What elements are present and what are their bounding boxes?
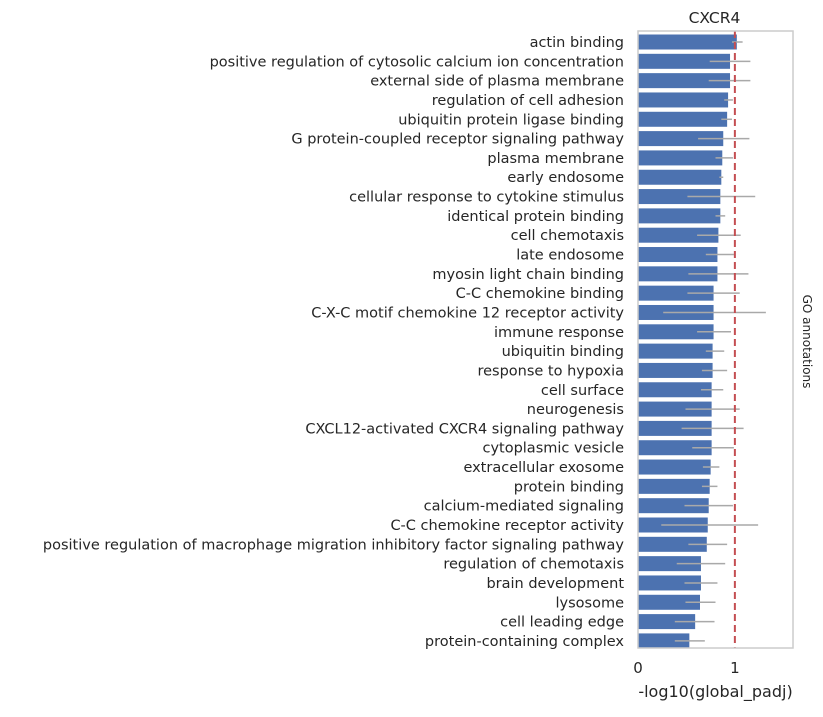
category-label: extracellular exosome: [463, 460, 624, 476]
category-label: external side of plasma membrane: [370, 74, 624, 90]
bar: [638, 536, 707, 552]
bar: [638, 498, 709, 514]
bar: [638, 382, 712, 398]
category-label: lysosome: [555, 595, 624, 611]
bar: [638, 34, 737, 50]
category-label: late endosome: [516, 248, 624, 264]
bar: [638, 208, 721, 224]
category-label: identical protein binding: [447, 209, 624, 225]
x-axis-title: -log10(global_padj): [638, 682, 792, 702]
bar: [638, 266, 718, 282]
side-label: GO annotations: [800, 295, 814, 389]
category-label: actin binding: [530, 35, 624, 51]
bar: [638, 362, 713, 378]
x-tick-label: 0: [633, 659, 643, 677]
category-label: myosin light chain binding: [432, 267, 624, 283]
category-label: brain development: [486, 576, 624, 592]
bar: [638, 575, 701, 591]
bar: [638, 343, 713, 359]
category-label: C-C chemokine receptor activity: [390, 518, 624, 534]
category-label: immune response: [494, 325, 624, 341]
category-label: early endosome: [507, 170, 624, 186]
bar: [638, 189, 721, 205]
bar: [638, 169, 722, 185]
bar: [638, 285, 714, 301]
category-labels: actin binding positive regulation of cyto…: [43, 35, 625, 650]
bar: [638, 594, 700, 610]
category-label: protein-containing complex: [425, 634, 624, 650]
category-label: positive regulation of macrophage migrat…: [43, 537, 625, 553]
bar: [638, 324, 714, 340]
bar: [638, 614, 696, 630]
category-label: C-C chemokine binding: [456, 286, 624, 302]
category-label: cell leading edge: [500, 615, 624, 631]
bars-layer: [638, 34, 766, 649]
x-tick-label: 1: [730, 659, 740, 677]
category-label: calcium-mediated signaling: [424, 499, 624, 515]
category-label: regulation of chemotaxis: [443, 557, 624, 573]
category-label: cellular response to cytokine stimulus: [349, 190, 624, 206]
category-label: cell chemotaxis: [511, 228, 624, 244]
category-label: positive regulation of cytosolic calcium…: [210, 54, 624, 70]
bar: [638, 227, 719, 243]
category-label: regulation of cell adhesion: [432, 93, 624, 109]
category-label: CXCL12-activated CXCR4 signaling pathway: [305, 421, 624, 437]
bar: [638, 247, 718, 263]
bar: [638, 459, 711, 475]
bar: [638, 53, 731, 69]
bar: [638, 633, 690, 649]
plot-frame: [637, 30, 794, 649]
category-label: protein binding: [514, 479, 624, 495]
category-label: ubiquitin protein ligase binding: [398, 112, 624, 128]
category-label: G protein-coupled receptor signaling pat…: [291, 132, 624, 148]
bar: [638, 73, 731, 89]
category-label: response to hypoxia: [477, 363, 624, 379]
bar: [638, 478, 710, 494]
bar: [638, 111, 728, 127]
bar: [638, 401, 712, 417]
category-label: plasma membrane: [487, 151, 624, 167]
bar: [638, 556, 701, 572]
bar: [638, 92, 729, 108]
bar: [638, 131, 724, 147]
bar: [638, 420, 712, 436]
category-label: cell surface: [541, 383, 624, 399]
bar: [638, 440, 712, 456]
category-label: neurogenesis: [527, 402, 624, 418]
category-label: C-X-C motif chemokine 12 receptor activi…: [311, 305, 624, 321]
category-label: cytoplasmic vesicle: [482, 441, 624, 457]
category-label: ubiquitin binding: [502, 344, 624, 360]
bar: [638, 150, 723, 166]
chart-title: CXCR4: [689, 9, 741, 27]
